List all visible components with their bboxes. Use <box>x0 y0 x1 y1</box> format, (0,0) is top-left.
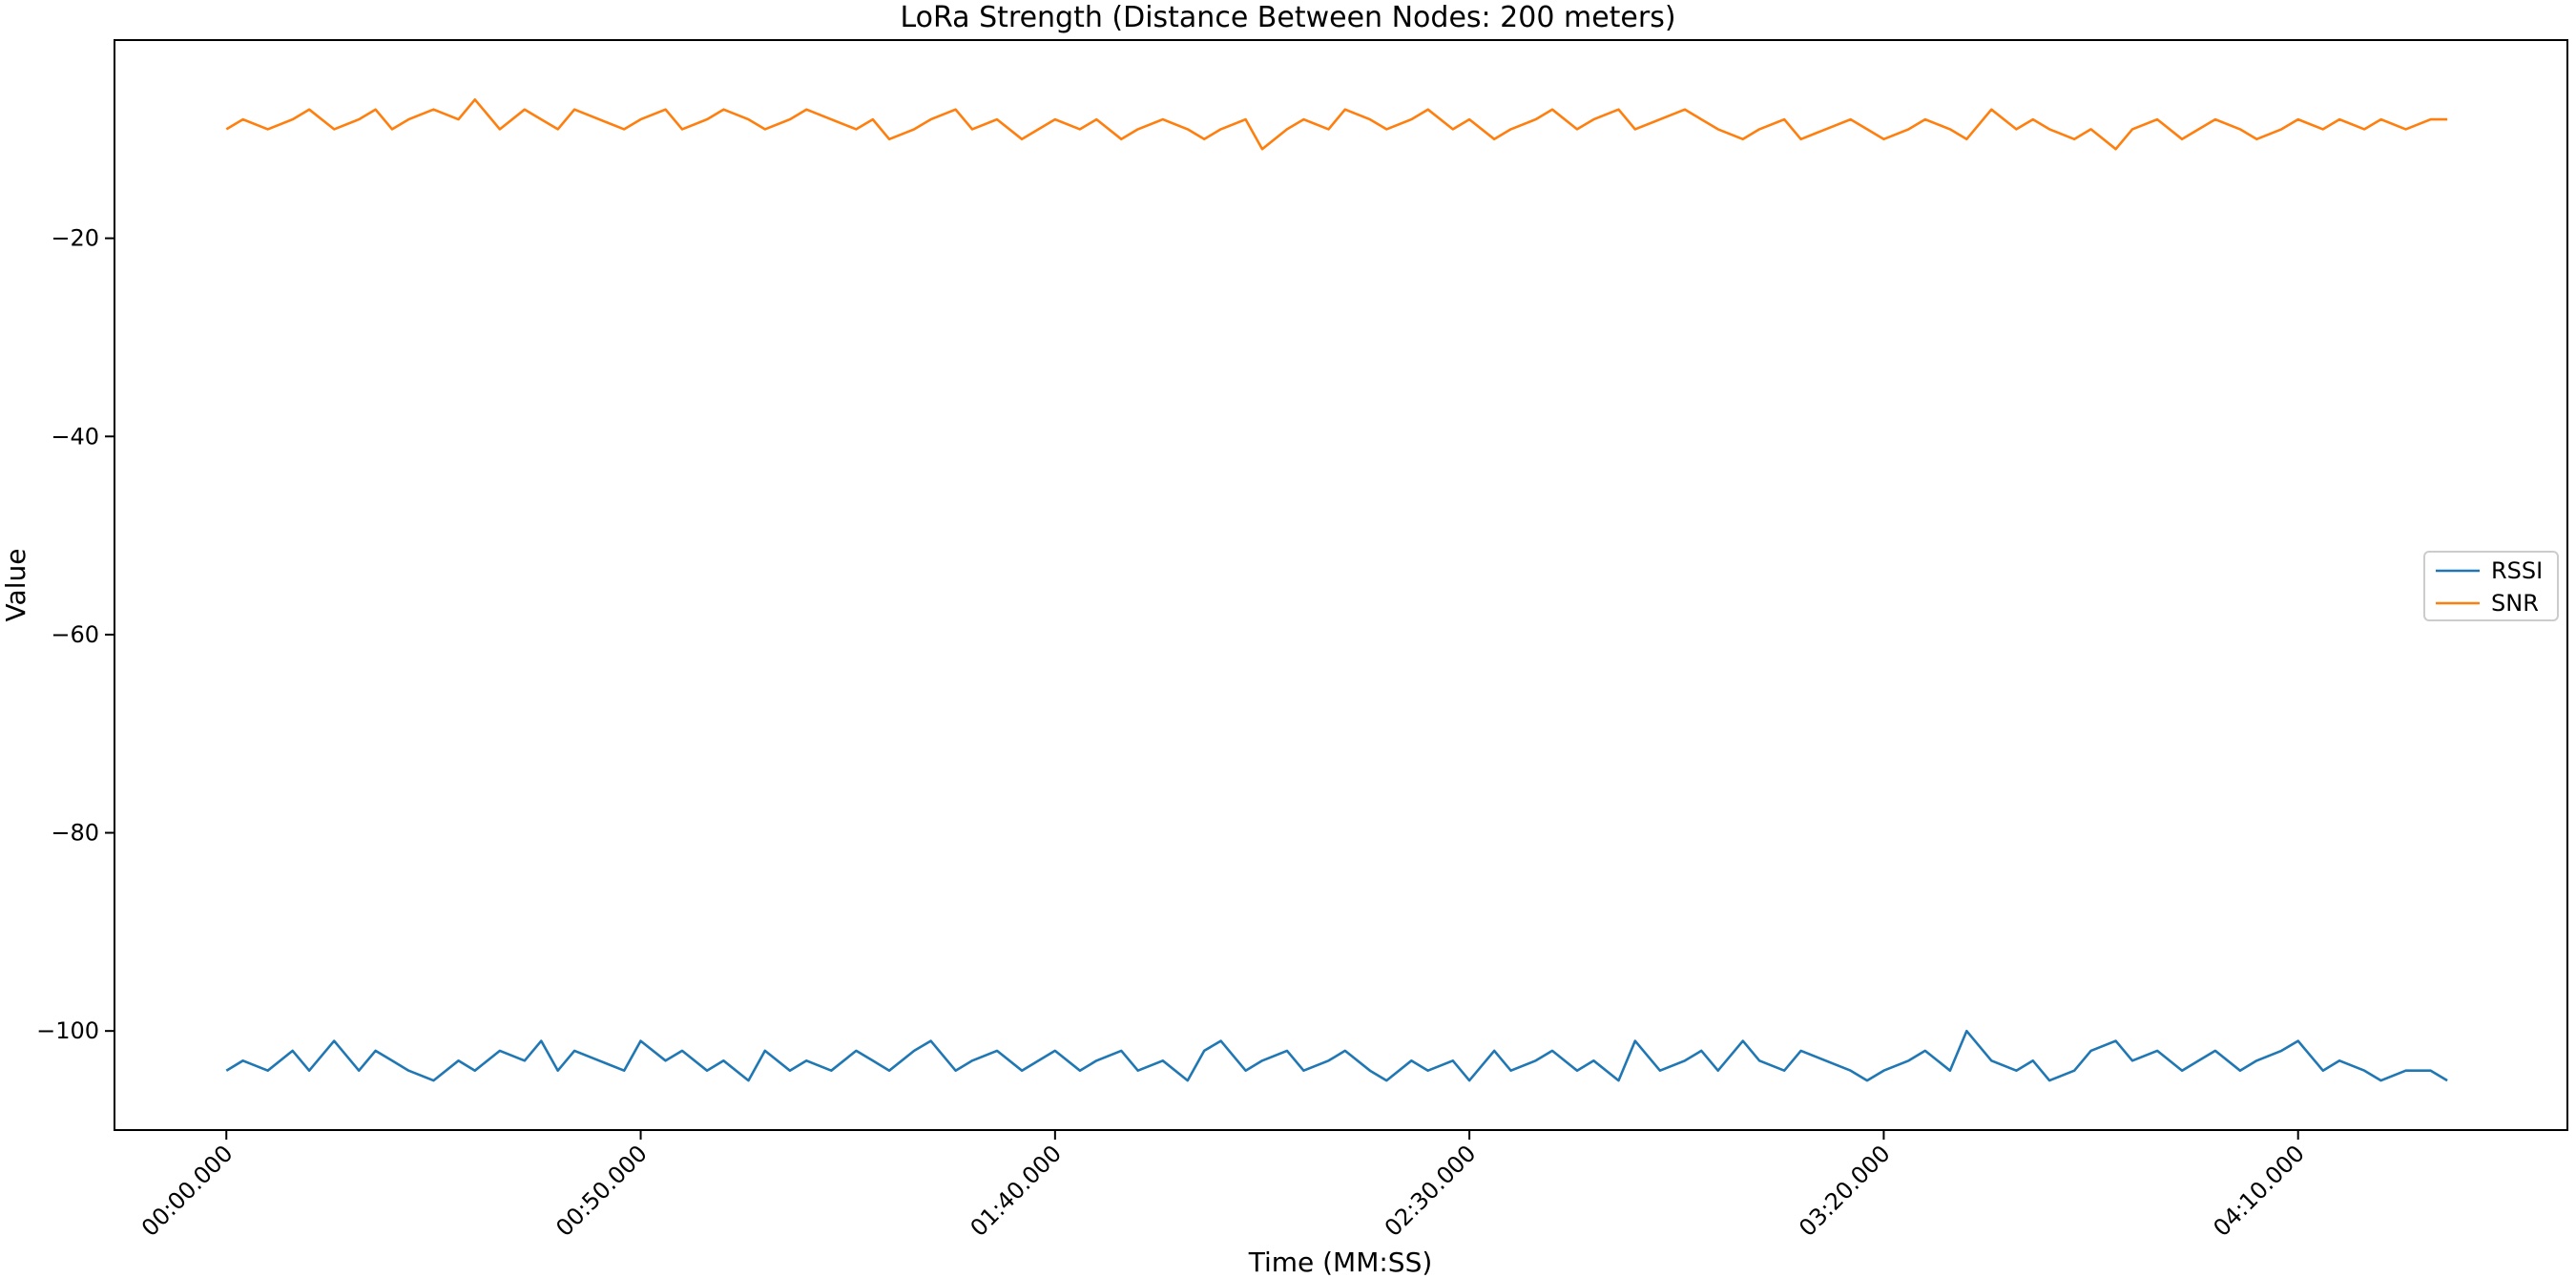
series-line-rssi <box>225 1029 2448 1082</box>
x-tick-label: 03:20.000 <box>1794 1140 1895 1241</box>
y-tick-label: −60 <box>51 621 99 648</box>
y-axis-ticks: −20 −40 −60 −80 −100 <box>36 225 114 1044</box>
y-tick-label: −80 <box>51 820 99 847</box>
series-lines <box>225 98 2448 1082</box>
legend-label-rssi: RSSI <box>2491 557 2543 584</box>
plot-area-frame <box>114 39 2568 1131</box>
series-line-snr <box>225 98 2448 151</box>
y-tick-label: −40 <box>51 423 99 450</box>
chart-title: LoRa Strength (Distance Between Nodes: 2… <box>900 1 1675 34</box>
x-tick-label: 01:40.000 <box>966 1140 1067 1241</box>
x-tick-label: 00:50.000 <box>551 1140 652 1241</box>
y-tick-label: −20 <box>51 225 99 252</box>
legend: RSSI SNR <box>2423 551 2559 621</box>
x-tick-label: 00:00.000 <box>136 1140 238 1241</box>
y-tick-label: −100 <box>36 1017 99 1044</box>
x-tick-label: 04:10.000 <box>2208 1140 2309 1241</box>
x-tick-label: 02:30.000 <box>1380 1140 1481 1241</box>
x-axis-ticks: 00:00.000 00:50.000 01:40.000 02:30.000 03:2… <box>136 1130 2310 1242</box>
y-axis-label: Value <box>0 549 31 622</box>
x-axis-label: Time (MM:SS) <box>1248 1247 1433 1278</box>
legend-label-snr: SNR <box>2491 590 2539 617</box>
